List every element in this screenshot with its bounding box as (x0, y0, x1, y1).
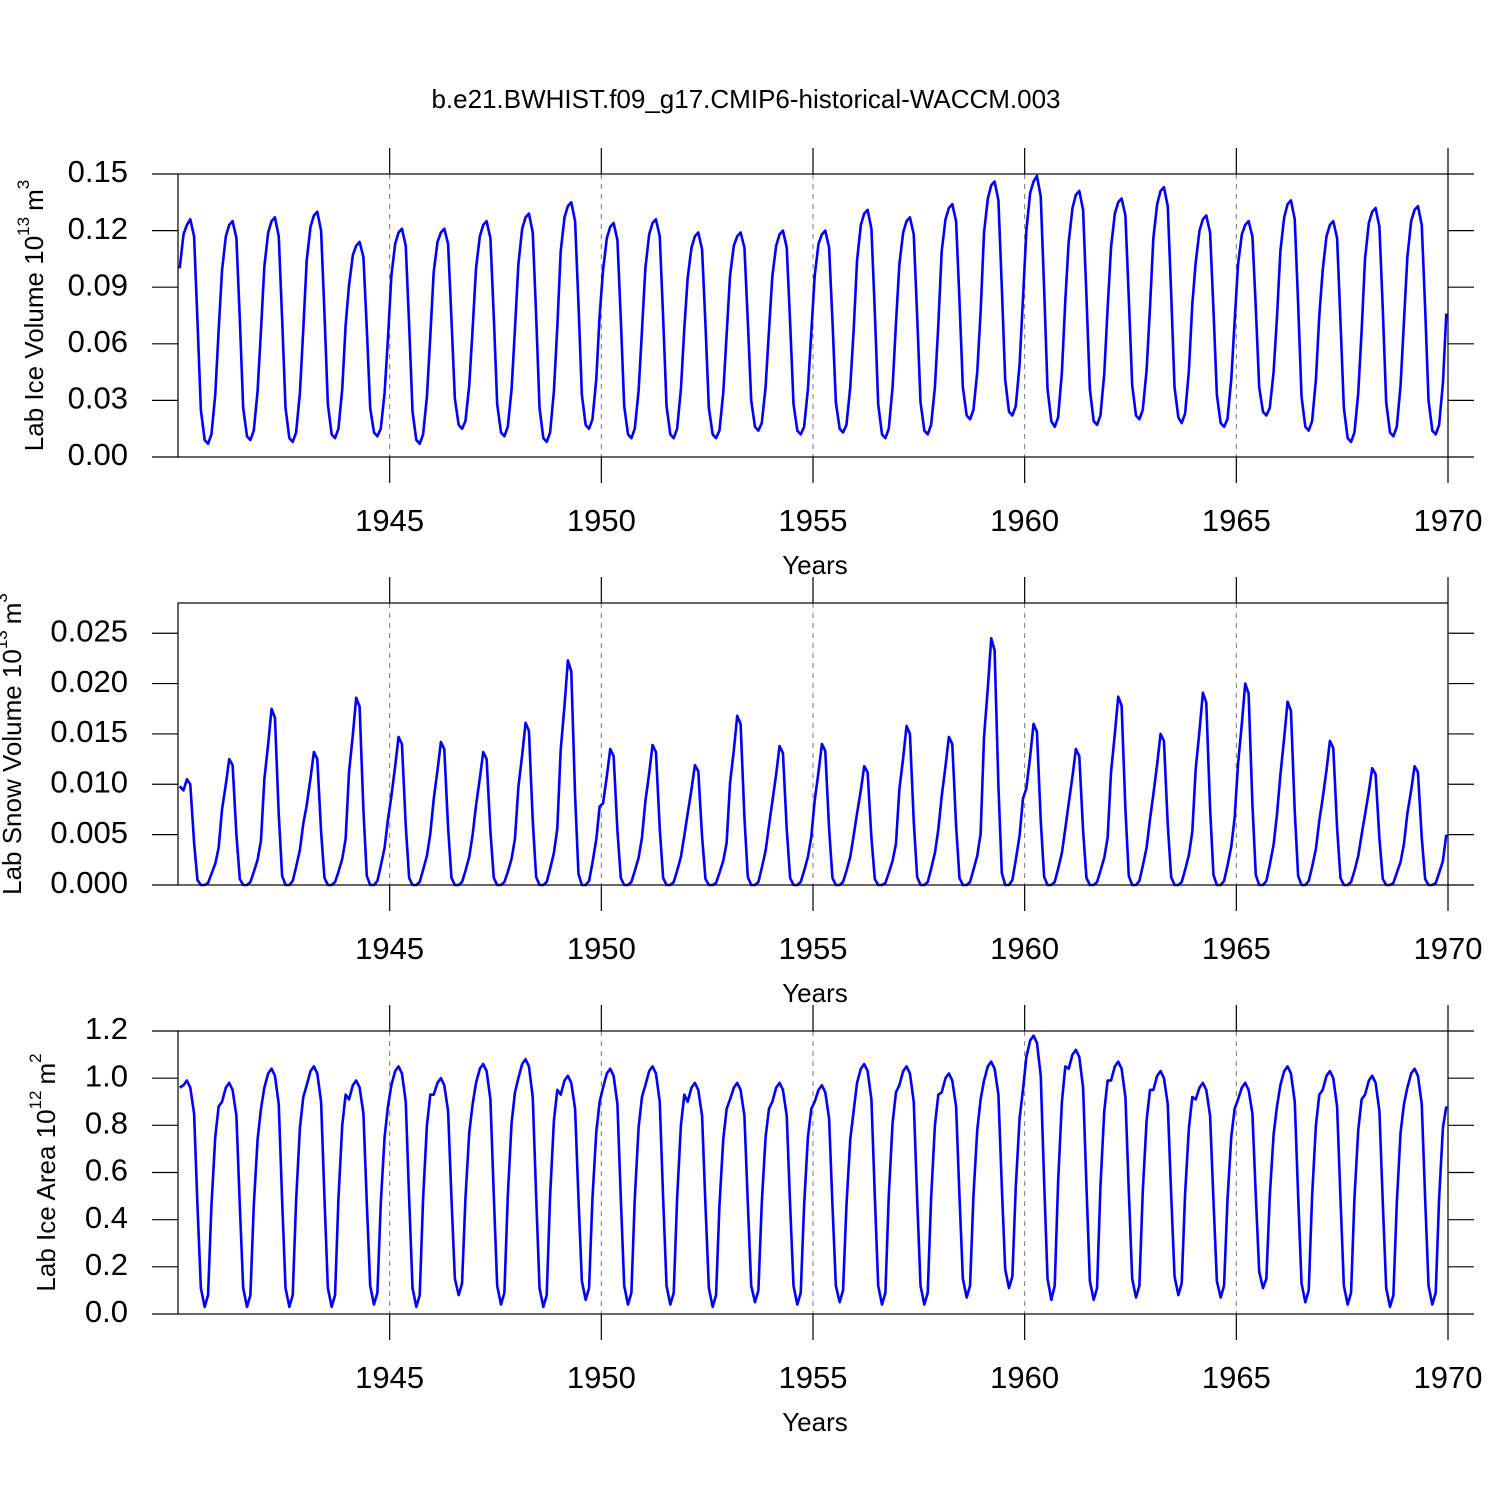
y-tick-label: 0.005 (50, 815, 128, 850)
x-tick-label: 1955 (779, 1360, 848, 1395)
x-tick-label: 1945 (355, 503, 424, 538)
y-tick-label: 0.4 (85, 1200, 128, 1235)
y-axis-title-part: 3 (0, 593, 11, 602)
y-axis-title-part: 13 (14, 217, 33, 236)
x-tick-label: 1950 (567, 931, 636, 966)
x-tick-label: 1945 (355, 931, 424, 966)
x-tick-label: 1945 (355, 1360, 424, 1395)
x-axis-title: Years (782, 1407, 848, 1437)
x-tick-label: 1965 (1202, 931, 1271, 966)
y-tick-label: 0.06 (68, 324, 128, 359)
x-tick-label: 1970 (1414, 1360, 1483, 1395)
y-tick-label: 0.03 (68, 381, 128, 416)
y-tick-label: 0.12 (68, 211, 128, 246)
data-line (178, 636, 1448, 887)
y-axis-title: Lab Ice Area 1012 m2 (26, 1053, 60, 1291)
y-axis-title-part: 3 (14, 180, 33, 189)
y-tick-label: 0.6 (85, 1153, 128, 1188)
data-line (179, 1034, 1448, 1309)
x-axis-title: Years (782, 550, 848, 580)
y-tick-label: 0.025 (50, 613, 128, 648)
panel: 1945 1950 1955 1960 1965 1970 0.00 0.03 0.06 0.09… (14, 148, 1482, 580)
x-tick-label: 1955 (779, 931, 848, 966)
x-tick-label: 1950 (567, 1360, 636, 1395)
x-tick-label: 1965 (1202, 1360, 1271, 1395)
y-tick-label: 0.00 (68, 437, 128, 472)
y-axis-title: Lab Ice Volume 1013 m3 (14, 180, 48, 451)
y-axis-title-part: Lab Ice Area 10 (31, 1109, 61, 1291)
y-tick-label: 1.0 (85, 1058, 128, 1093)
x-tick-label: 1965 (1202, 503, 1271, 538)
y-tick-label: 1.2 (85, 1011, 128, 1046)
data-line (178, 174, 1448, 446)
y-axis-title: Lab Snow Volume 1013 m3 (0, 593, 27, 895)
y-axis-title-part: 12 (26, 1091, 45, 1110)
y-tick-label: 0.015 (50, 714, 128, 749)
y-axis-title-part: Lab Ice Volume 10 (19, 236, 49, 451)
x-tick-label: 1960 (990, 931, 1059, 966)
y-tick-label: 0.09 (68, 267, 128, 302)
figure-title: b.e21.BWHIST.f09_g17.CMIP6-historical-WA… (431, 84, 1060, 114)
x-tick-label: 1970 (1414, 503, 1483, 538)
y-axis-title-part: m (0, 603, 27, 625)
panel: 1945 1950 1955 1960 1965 1970 0.000 0.005 0.010 0… (0, 577, 1482, 1008)
plot-frame (177, 173, 1449, 458)
y-axis-title-part: 2 (26, 1053, 45, 1062)
y-tick-label: 0.010 (50, 764, 128, 799)
plot-frame (177, 602, 1449, 886)
y-axis-title-part: m (19, 189, 49, 211)
y-tick-label: 0.8 (85, 1106, 128, 1141)
y-axis-title-part: 13 (0, 630, 11, 649)
x-tick-label: 1955 (779, 503, 848, 538)
panel: 1945 1950 1955 1960 1965 1970 0.0 0.2 0.4 0.6 0.8 1… (26, 1005, 1482, 1437)
y-axis-title-part: m (31, 1063, 61, 1085)
y-tick-label: 0.2 (85, 1247, 128, 1282)
y-tick-label: 0.000 (50, 865, 128, 900)
y-tick-label: 0.020 (50, 664, 128, 699)
x-tick-label: 1950 (567, 503, 636, 538)
y-tick-label: 0.15 (68, 154, 128, 189)
x-axis-title: Years (782, 978, 848, 1008)
y-axis-title-part: Lab Snow Volume 10 (0, 649, 27, 895)
plot-frame (177, 1030, 1449, 1315)
y-tick-label: 0.0 (85, 1294, 128, 1329)
x-tick-label: 1960 (990, 1360, 1059, 1395)
x-tick-label: 1970 (1414, 931, 1483, 966)
x-tick-label: 1960 (990, 503, 1059, 538)
